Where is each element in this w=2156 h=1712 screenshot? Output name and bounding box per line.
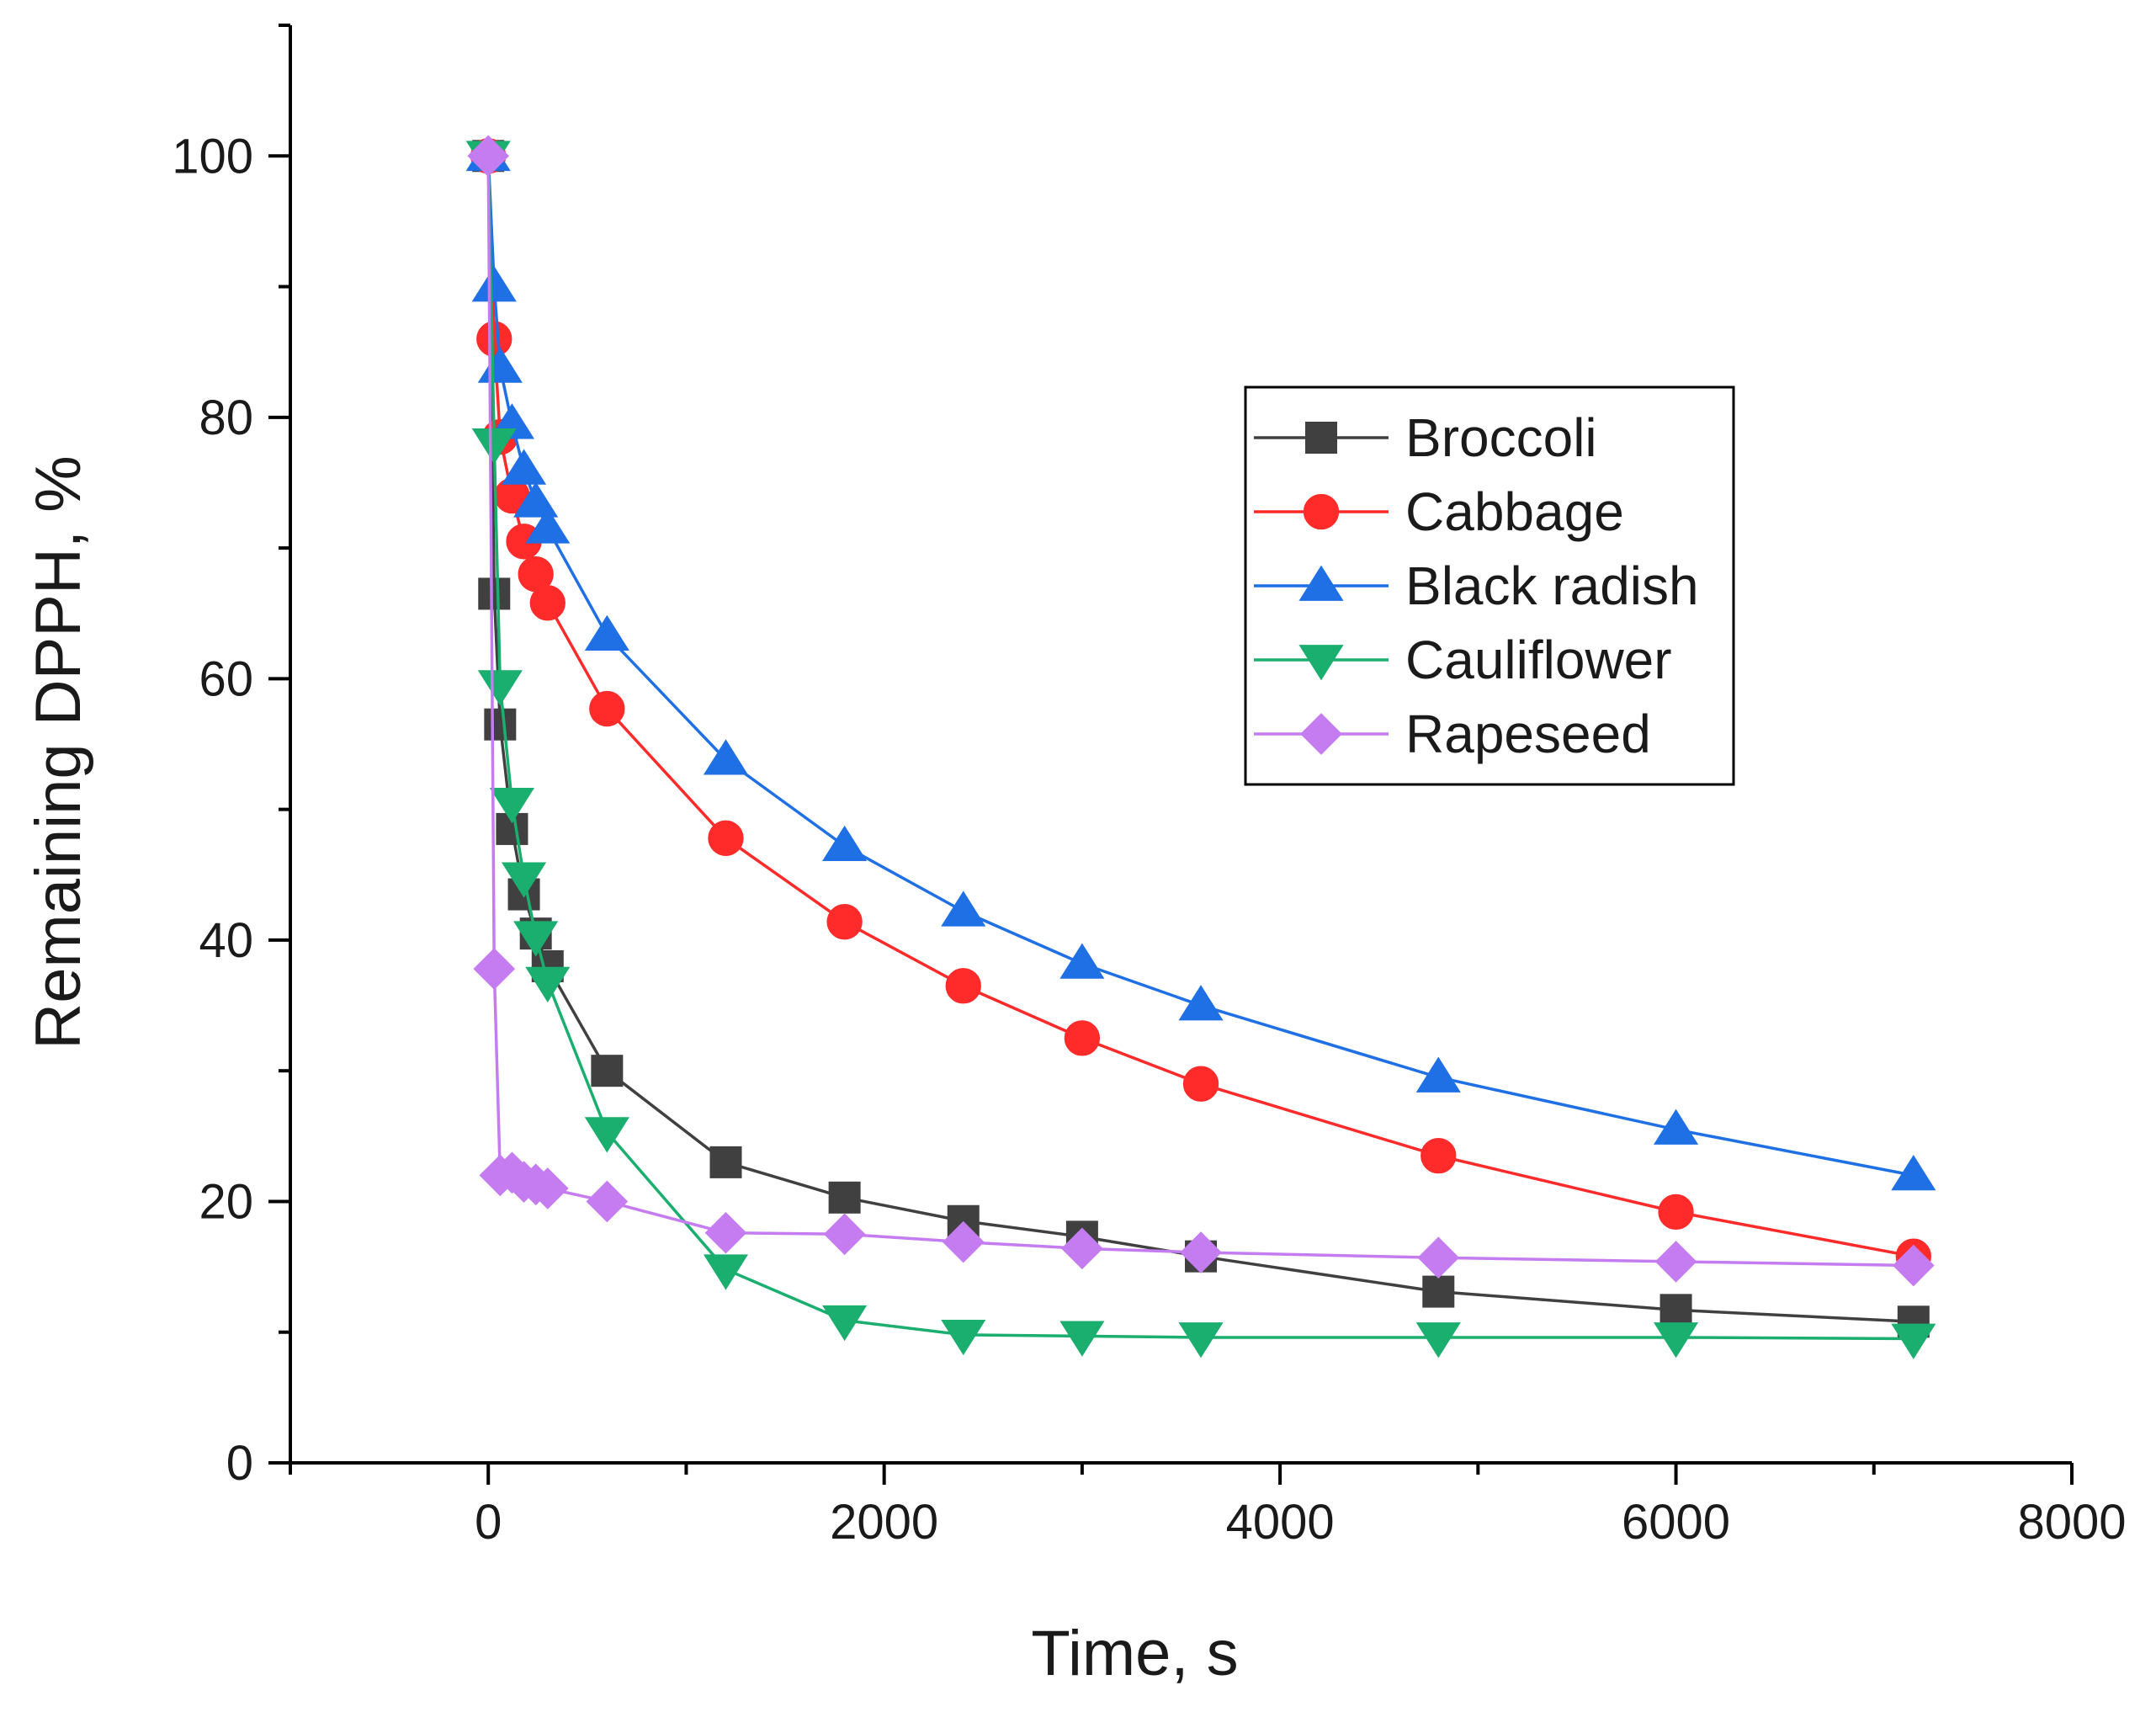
y-tick-label: 40 [199, 913, 253, 968]
data-point-black-radish [502, 449, 547, 485]
data-point-black-radish [525, 508, 571, 544]
data-point-cabbage [945, 968, 981, 1004]
data-point-cabbage [1182, 1066, 1219, 1102]
data-point-cauliflower [471, 428, 517, 465]
data-point-black-radish [1415, 1056, 1461, 1093]
data-point-cauliflower [941, 1319, 986, 1356]
legend-label: Cauliflower [1405, 630, 1672, 690]
data-point-rapeseed [526, 1167, 569, 1210]
data-point-black-radish [1653, 1109, 1699, 1145]
data-point-broccoli [478, 577, 511, 610]
data-point-black-radish [941, 891, 986, 927]
data-point-cauliflower [513, 921, 559, 957]
y-tick-label: 80 [199, 391, 253, 445]
data-point-black-radish [822, 825, 868, 861]
legend-label: Black radish [1405, 556, 1699, 616]
y-axis-title: Remaining DPPH, % [23, 455, 94, 1049]
legend-marker [1298, 565, 1344, 601]
legend-item-cauliflower: Cauliflower [1254, 630, 1672, 690]
data-point-rapeseed [823, 1213, 866, 1256]
data-point-rapeseed [473, 948, 516, 990]
data-point-broccoli [496, 812, 528, 845]
data-point-black-radish [703, 739, 749, 775]
x-tick-label: 6000 [1622, 1495, 1730, 1550]
y-tick-label: 20 [199, 1174, 253, 1229]
series-black-radish [465, 135, 1936, 1191]
data-point-rapeseed [1893, 1244, 1935, 1287]
data-point-rapeseed [704, 1211, 747, 1254]
data-point-cauliflower [477, 670, 523, 706]
data-point-cabbage [529, 585, 566, 621]
data-point-cauliflower [502, 862, 547, 898]
data-point-broccoli [828, 1181, 861, 1214]
data-point-cabbage [1421, 1137, 1457, 1174]
data-point-cauliflower [584, 1117, 629, 1153]
series-line-black-radish [486, 156, 1914, 1178]
series-line-cabbage [486, 156, 1914, 1258]
series-rapeseed [467, 135, 1935, 1287]
data-point-black-radish [584, 614, 629, 651]
series-line-cauliflower [486, 156, 1914, 1341]
data-point-rapeseed [586, 1180, 629, 1223]
data-point-cauliflower [1178, 1322, 1224, 1358]
x-tick-label: 0 [475, 1495, 502, 1550]
data-point-broccoli [1659, 1294, 1692, 1327]
legend-marker [1298, 645, 1344, 681]
legend-item-black-radish: Black radish [1254, 556, 1699, 616]
series-layer [465, 135, 1936, 1359]
data-point-broccoli [484, 708, 517, 741]
series-cauliflower [465, 141, 1936, 1359]
y-tick-label: 100 [172, 129, 253, 183]
data-point-black-radish [513, 481, 559, 518]
plot-area: 0 2000 4000 6000 8000 0 20 40 60 80 100 [172, 24, 2127, 1550]
x-tick-label: 4000 [1226, 1495, 1335, 1550]
legend-label: Broccoli [1405, 407, 1597, 468]
data-point-cauliflower [1653, 1322, 1699, 1358]
legend-label: Rapeseed [1405, 704, 1651, 764]
data-point-cauliflower [822, 1305, 868, 1342]
data-point-rapeseed [942, 1220, 985, 1263]
data-point-cabbage [826, 904, 863, 940]
data-point-cauliflower [1059, 1321, 1105, 1357]
legend-item-cabbage: Cabbage [1254, 481, 1624, 542]
legend: Broccoli Cabbage Black radish Cauliflower Ra… [1244, 385, 1735, 786]
legend-marker [1300, 713, 1342, 755]
axes-layer: 0 2000 4000 6000 8000 0 20 40 60 80 100 [172, 24, 2127, 1550]
data-point-black-radish [1059, 943, 1105, 979]
data-point-cabbage [476, 321, 512, 357]
data-point-cabbage [589, 690, 625, 727]
data-point-rapeseed [1654, 1241, 1697, 1283]
data-point-cabbage [708, 820, 744, 856]
x-axis-title: Time, s [1031, 1618, 1238, 1689]
data-point-black-radish [1891, 1155, 1936, 1191]
data-point-rapeseed [1061, 1227, 1103, 1270]
data-point-cabbage [1064, 1020, 1101, 1056]
y-tick-label: 60 [199, 651, 253, 706]
legend-item-broccoli: Broccoli [1254, 407, 1597, 468]
data-point-black-radish [1178, 985, 1224, 1021]
data-point-rapeseed [1180, 1231, 1222, 1273]
data-point-cauliflower [489, 787, 535, 824]
legend-marker [1303, 493, 1340, 530]
data-point-cauliflower [703, 1254, 749, 1290]
x-tick-label: 2000 [830, 1495, 938, 1550]
data-point-broccoli [709, 1146, 742, 1178]
legend-item-rapeseed: Rapeseed [1254, 704, 1651, 764]
data-point-cauliflower [525, 966, 571, 1002]
data-point-cabbage [1658, 1194, 1694, 1231]
data-point-cauliflower [1415, 1322, 1461, 1358]
data-point-broccoli [1422, 1275, 1455, 1308]
data-point-rapeseed [467, 135, 510, 178]
data-point-cauliflower [1891, 1323, 1936, 1359]
legend-label: Cabbage [1405, 481, 1624, 542]
series-line-broccoli [486, 156, 1914, 1324]
data-point-rapeseed [1417, 1236, 1460, 1279]
x-tick-label: 8000 [2017, 1495, 2126, 1550]
y-tick-label: 0 [226, 1436, 253, 1491]
data-point-broccoli [591, 1055, 624, 1087]
data-point-black-radish [471, 266, 517, 302]
legend-marker [1305, 422, 1337, 454]
